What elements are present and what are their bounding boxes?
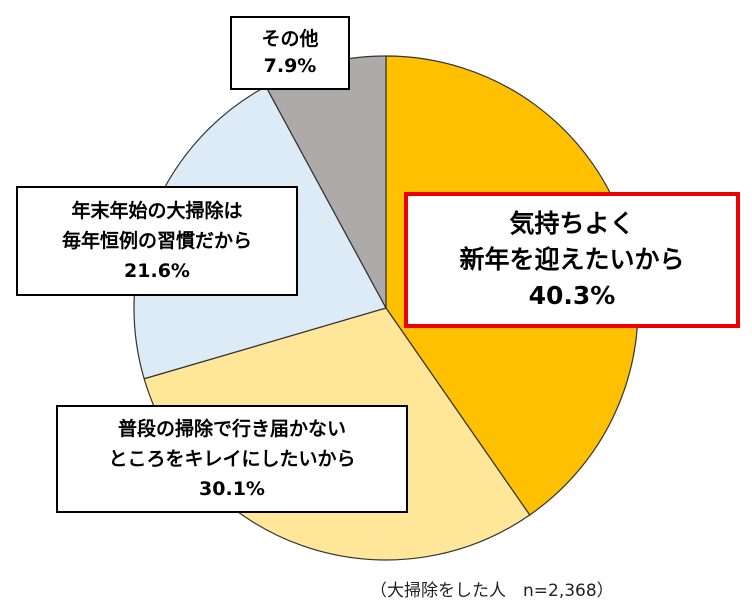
slice-label-line: 年末年始の大掃除は <box>71 200 243 222</box>
slice-label-shukan: 年末年始の大掃除は 毎年恒例の習慣だから 21.6% <box>16 186 298 296</box>
slice-label-line: 新年を迎えたいから <box>459 245 685 274</box>
sample-size-note: （大掃除をした人 n=2,368） <box>370 581 614 601</box>
slice-value-label: 21.6% <box>124 260 190 282</box>
slice-label-sonota: その他 7.9% <box>230 16 350 90</box>
slice-value-label: 40.3% <box>528 281 616 310</box>
slice-label-shinnen: 気持ちよく 新年を迎えたいから 40.3% <box>404 192 740 328</box>
slice-label-line: 毎年恒例の習慣だから <box>61 230 252 252</box>
slice-label-fudan: 普段の掃除で行き届かない ところをキレイにしたいから 30.1% <box>56 405 408 513</box>
slice-label-line: 気持ちよく <box>509 209 635 238</box>
slice-label-line: その他 <box>261 28 319 50</box>
slice-value-label: 30.1% <box>199 478 265 500</box>
slice-label-line: 普段の掃除で行き届かない <box>117 418 346 440</box>
slice-label-line: ところをキレイにしたいから <box>108 448 356 470</box>
slice-value-label: 7.9% <box>263 55 317 77</box>
